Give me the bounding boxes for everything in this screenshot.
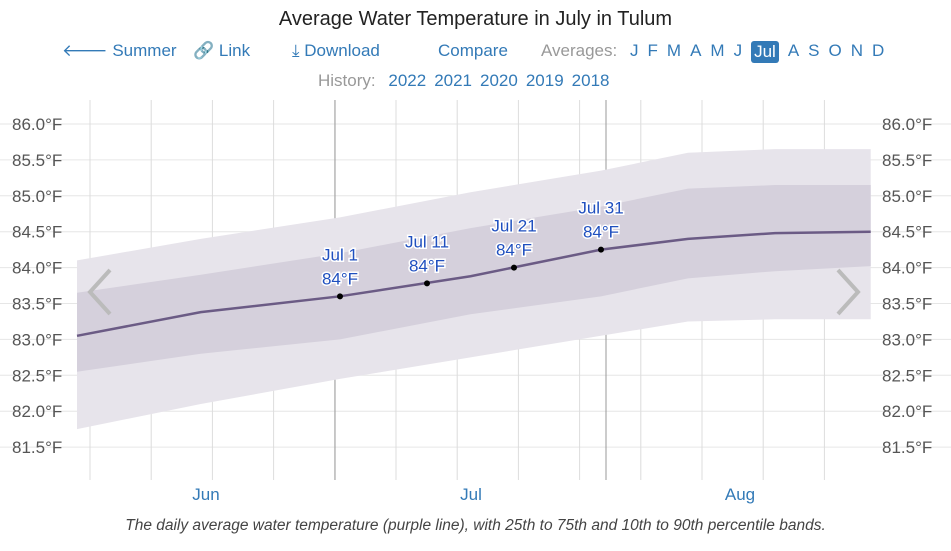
y-tick-left: 82.5°F: [12, 366, 62, 385]
y-tick-right: 82.0°F: [882, 402, 932, 421]
annotation-date: Jul 31: [578, 199, 623, 218]
annotation-point: [424, 280, 430, 287]
month-1[interactable]: F: [647, 41, 658, 60]
chart-caption: The daily average water temperature (pur…: [125, 517, 826, 534]
history-label: History:: [318, 71, 376, 90]
summer-link[interactable]: 🡐 Summer: [62, 41, 177, 60]
month-10[interactable]: N: [850, 41, 864, 60]
y-tick-left: 83.5°F: [12, 295, 62, 314]
y-tick-left: 82.0°F: [12, 402, 62, 421]
y-tick-left: 85.0°F: [12, 187, 62, 206]
year-2020[interactable]: 2020: [480, 71, 518, 90]
annotation-point: [511, 264, 517, 271]
month-7[interactable]: A: [787, 41, 800, 60]
arrow-left-icon: 🡐: [62, 41, 108, 60]
y-tick-right: 82.5°F: [882, 366, 932, 385]
annotation-date: Jul 21: [491, 217, 536, 236]
chart-title: Average Water Temperature in July in Tul…: [278, 8, 673, 30]
y-tick-left: 83.0°F: [12, 330, 62, 349]
month-5[interactable]: J: [733, 41, 743, 60]
year-2022[interactable]: 2022: [388, 71, 427, 90]
link-link[interactable]: 🔗 Link: [193, 41, 251, 60]
chevron-right-icon[interactable]: [836, 268, 861, 316]
month-4[interactable]: M: [710, 41, 725, 60]
y-tick-left: 84.0°F: [12, 259, 62, 278]
year-2019[interactable]: 2019: [525, 71, 564, 90]
y-tick-right: 85.5°F: [882, 151, 932, 170]
band-25-75: [77, 185, 871, 372]
month-9[interactable]: O: [828, 41, 842, 60]
month-11[interactable]: D: [872, 41, 885, 60]
annotation-date: Jul 1: [322, 245, 358, 264]
y-tick-left: 84.5°F: [12, 223, 62, 242]
month-0[interactable]: J: [630, 41, 639, 60]
compare-link[interactable]: Compare: [438, 41, 508, 60]
averages-label: Averages:: [541, 41, 618, 60]
annotation-point: [337, 293, 343, 300]
download-link[interactable]: ⤓ Download: [292, 41, 380, 60]
year-2021[interactable]: 2021: [434, 71, 473, 90]
y-tick-right: 84.0°F: [882, 259, 932, 278]
y-tick-right: 85.0°F: [882, 187, 932, 206]
y-tick-left: 86.0°F: [12, 115, 62, 134]
download-icon: ⤓: [292, 41, 300, 60]
x-month-label: Jun: [192, 485, 219, 504]
y-tick-right: 83.0°F: [882, 330, 932, 349]
x-month-label: Aug: [725, 485, 755, 504]
y-tick-left: 85.5°F: [12, 151, 62, 170]
month-8[interactable]: S: [808, 41, 820, 60]
y-tick-right: 81.5°F: [882, 438, 932, 457]
month-6[interactable]: Jul: [751, 41, 779, 63]
y-tick-left: 81.5°F: [12, 438, 62, 457]
annotation-value: 84°F: [409, 256, 445, 275]
history-bar: History: 2022 2021 2020 2019 2018: [318, 71, 610, 91]
x-month-label: Jul: [460, 485, 482, 504]
annotation-date: Jul 11: [405, 232, 449, 251]
y-tick-right: 84.5°F: [882, 223, 932, 242]
y-tick-right: 83.5°F: [882, 295, 932, 314]
chart: 86.0°F 86.0°F 85.5°F 85.5°F 85.0°F 85.0°F 84.5…: [0, 100, 951, 504]
month-3[interactable]: A: [690, 41, 702, 60]
annotation-value: 84°F: [496, 241, 532, 260]
annotation-point: [598, 246, 604, 253]
annotation-value: 84°F: [322, 269, 358, 288]
y-tick-right: 86.0°F: [882, 115, 932, 134]
month-2[interactable]: M: [666, 41, 682, 60]
mean-line: [76, 230, 871, 338]
year-2018[interactable]: 2018: [571, 71, 610, 90]
chevron-left-icon[interactable]: [87, 268, 112, 316]
annotation-value: 84°F: [583, 223, 619, 242]
link-icon: 🔗: [193, 41, 215, 60]
